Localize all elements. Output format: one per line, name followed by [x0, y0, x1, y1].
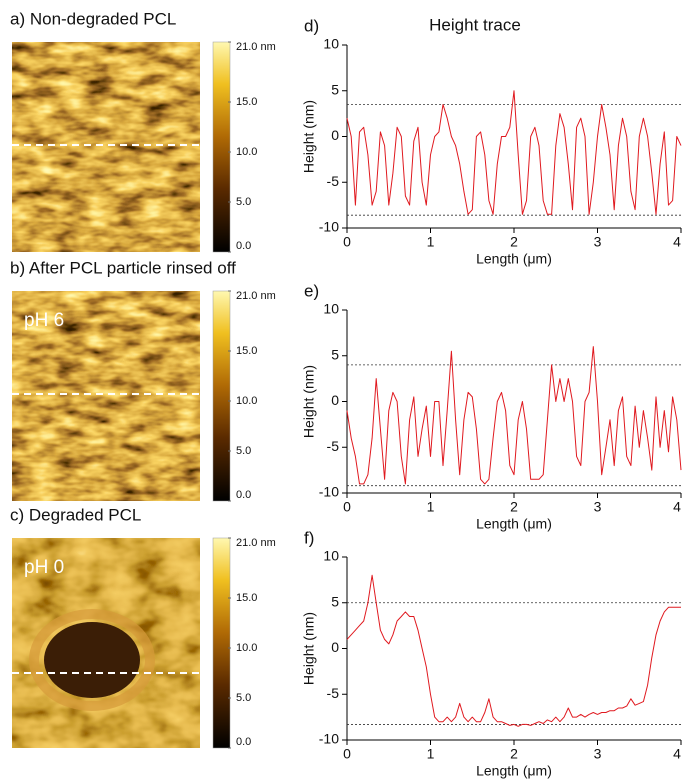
- colorbar: [212, 537, 231, 749]
- panel-label: b) After PCL particle rinsed off: [10, 258, 236, 277]
- x-tick-label: 0: [343, 234, 351, 250]
- y-tick-label: -10: [319, 731, 339, 747]
- colorbar-tick-label: 10.0: [236, 395, 257, 407]
- y-tick-label: -5: [327, 685, 340, 701]
- y-tick-label: -10: [319, 219, 339, 235]
- x-tick-label: 3: [594, 499, 602, 515]
- x-tick-label: 4: [673, 746, 681, 762]
- degraded-pit: [44, 622, 140, 698]
- colorbar-tick-label: 15.0: [236, 345, 257, 357]
- panel-label: f): [304, 528, 314, 547]
- height-trace: [346, 90, 682, 215]
- x-tick-label: 2: [510, 746, 518, 762]
- colorbar-tick-label: 5.0: [236, 692, 251, 704]
- colorbar: [212, 41, 231, 253]
- ph-label: pH 6: [24, 310, 64, 331]
- y-tick-label: 0: [331, 392, 339, 408]
- y-tick-label: -5: [327, 173, 340, 189]
- y-axis-label: Height (nm): [301, 100, 317, 173]
- colorbar-tick-label: 0.0: [236, 240, 251, 252]
- chart-title: Height trace: [429, 15, 521, 34]
- colorbar-tick-label: 5.0: [236, 445, 251, 457]
- y-tick-label: 5: [331, 593, 339, 609]
- colorbar-tick-label: 10.0: [236, 642, 257, 654]
- y-tick-label: 5: [331, 346, 339, 362]
- y-tick-label: 0: [331, 639, 339, 655]
- x-tick-label: 0: [343, 746, 351, 762]
- afm-image: [12, 42, 200, 252]
- colorbar-tick-label: 21.0 nm: [236, 41, 276, 53]
- ph-label: pH 0: [24, 557, 64, 578]
- colorbar: [212, 290, 231, 502]
- y-tick-label: 10: [323, 36, 339, 52]
- colorbar-tick-label: 21.0 nm: [236, 537, 276, 549]
- colorbar-tick-label: 15.0: [236, 592, 257, 604]
- x-tick-label: 1: [427, 234, 435, 250]
- y-axis-label: Height (nm): [301, 365, 317, 438]
- colorbar-tick-label: 5.0: [236, 196, 251, 208]
- y-axis-label: Height (nm): [301, 612, 317, 685]
- x-tick-label: 3: [594, 234, 602, 250]
- panel-label: c) Degraded PCL: [10, 505, 141, 524]
- x-tick-label: 0: [343, 499, 351, 515]
- colorbar-tick-label: 21.0 nm: [236, 290, 276, 302]
- x-tick-label: 4: [673, 499, 681, 515]
- y-tick-label: 10: [323, 301, 339, 317]
- panel-label: d): [304, 16, 319, 35]
- x-tick-label: 1: [427, 746, 435, 762]
- y-tick-label: -10: [319, 484, 339, 500]
- height-trace: [346, 346, 682, 485]
- afm-image: [12, 291, 200, 501]
- x-tick-label: 4: [673, 234, 681, 250]
- colorbar-tick-label: 0.0: [236, 736, 251, 748]
- panel-label: a) Non-degraded PCL: [10, 9, 176, 28]
- degraded-pit-rim: [29, 609, 155, 711]
- x-axis-label: Length (μm): [476, 516, 552, 532]
- x-tick-label: 2: [510, 234, 518, 250]
- y-tick-label: 5: [331, 81, 339, 97]
- x-tick-label: 1: [427, 499, 435, 515]
- colorbar-tick-label: 0.0: [236, 489, 251, 501]
- colorbar-tick-label: 15.0: [236, 96, 257, 108]
- x-tick-label: 2: [510, 499, 518, 515]
- x-axis-label: Length (μm): [476, 763, 552, 779]
- y-tick-label: 10: [323, 548, 339, 564]
- height-trace: [346, 574, 681, 727]
- colorbar-tick-label: 10.0: [236, 146, 257, 158]
- x-axis-label: Length (μm): [476, 251, 552, 267]
- y-tick-label: -5: [327, 438, 340, 454]
- panel-label: e): [304, 281, 319, 300]
- y-tick-label: 0: [331, 127, 339, 143]
- x-tick-label: 3: [594, 746, 602, 762]
